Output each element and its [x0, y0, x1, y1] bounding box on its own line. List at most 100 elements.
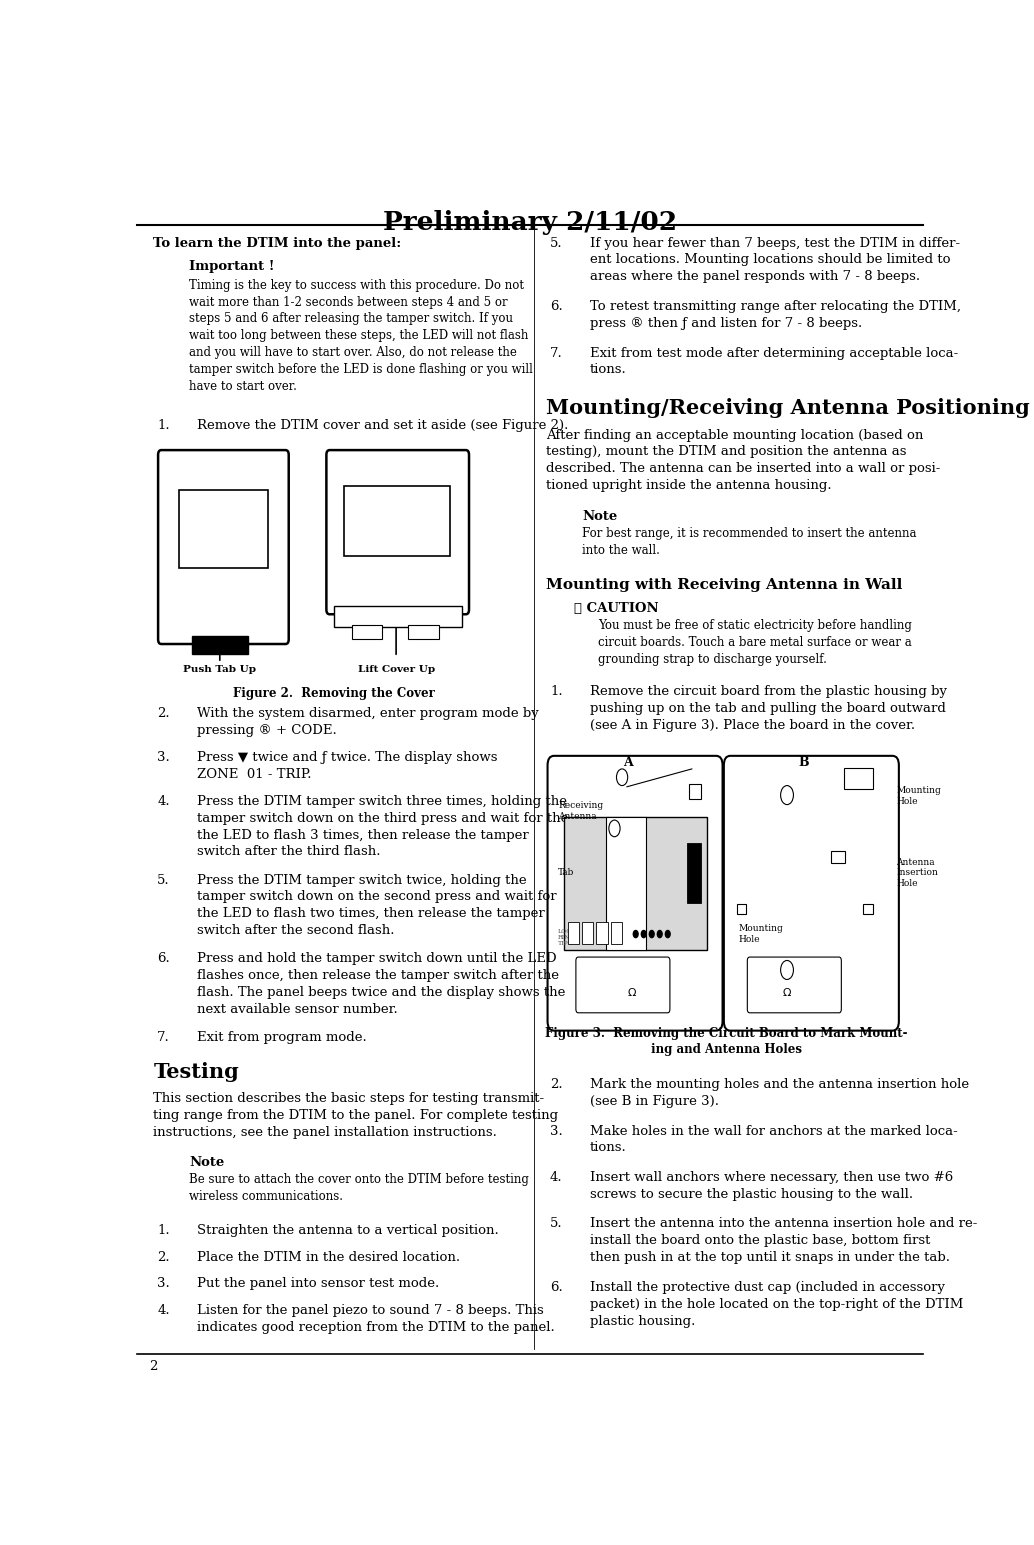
Text: 1.: 1. [157, 1224, 170, 1238]
Bar [689, 785, 701, 799]
Circle shape [633, 930, 638, 938]
Text: Lift Cover Up: Lift Cover Up [358, 666, 434, 675]
Circle shape [616, 769, 628, 785]
FancyBboxPatch shape [327, 450, 469, 615]
Bar [568, 922, 579, 944]
Text: Remove the DTIM cover and set it aside (see Figure 2).: Remove the DTIM cover and set it aside (… [197, 419, 569, 431]
Circle shape [641, 930, 646, 938]
Text: 6.: 6. [550, 1281, 562, 1295]
Text: Be sure to attach the cover onto the DTIM before testing
wireless communications: Be sure to attach the cover onto the DTI… [189, 1173, 529, 1202]
FancyBboxPatch shape [576, 956, 670, 1014]
Text: Ω: Ω [783, 987, 791, 998]
Text: Install the protective dust cap (included in accessory
packet) in the hole locat: Install the protective dust cap (include… [590, 1281, 964, 1327]
Text: Note: Note [582, 510, 617, 522]
Text: Place the DTIM in the desired location.: Place the DTIM in the desired location. [197, 1251, 460, 1264]
Text: Timing is the key to success with this procedure. Do not
wait more than 1-2 seco: Timing is the key to success with this p… [189, 278, 534, 392]
Text: 7.: 7. [550, 346, 562, 360]
Text: 5.: 5. [550, 1217, 562, 1230]
Text: Mounting with Receiving Antenna in Wall: Mounting with Receiving Antenna in Wall [546, 578, 903, 592]
Text: With the system disarmed, enter program mode by
pressing ® + CODE.: With the system disarmed, enter program … [197, 708, 539, 737]
Text: Figure 3.  Removing the Circuit Board to Mark Mount-
ing and Antenna Holes: Figure 3. Removing the Circuit Board to … [545, 1027, 908, 1057]
Circle shape [658, 930, 662, 938]
Text: LOCAL
RING
TIP: LOCAL RING TIP [558, 929, 581, 946]
Text: Press and hold the tamper switch down until the LED
flashes once, then release t: Press and hold the tamper switch down un… [197, 952, 566, 1015]
Bar [831, 851, 845, 862]
Bar [687, 844, 701, 902]
Text: To learn the DTIM into the panel:: To learn the DTIM into the panel: [153, 236, 401, 250]
Bar [582, 922, 594, 944]
Text: 1.: 1. [550, 684, 562, 698]
FancyBboxPatch shape [548, 756, 723, 1031]
Bar [334, 606, 462, 627]
Text: 6.: 6. [157, 952, 170, 966]
Text: Exit from program mode.: Exit from program mode. [197, 1031, 367, 1043]
Text: If you hear fewer than 7 beeps, test the DTIM in differ-
ent locations. Mounting: If you hear fewer than 7 beeps, test the… [590, 236, 961, 283]
Text: You must be free of static electricity before handling
circuit boards. Touch a b: You must be free of static electricity b… [598, 620, 912, 666]
FancyBboxPatch shape [724, 756, 899, 1031]
FancyBboxPatch shape [158, 450, 288, 644]
Text: Antenna
Insertion
Hole: Antenna Insertion Hole [896, 857, 938, 888]
Text: This section describes the basic steps for testing transmit-
ting range from the: This section describes the basic steps f… [153, 1092, 558, 1139]
Text: Mounting
Hole: Mounting Hole [896, 786, 941, 806]
Text: Important !: Important ! [189, 261, 275, 273]
Text: B: B [798, 756, 810, 769]
FancyBboxPatch shape [748, 956, 842, 1014]
Text: Receiving
Antenna: Receiving Antenna [558, 802, 603, 822]
Text: Press the DTIM tamper switch twice, holding the
tamper switch down on the second: Press the DTIM tamper switch twice, hold… [197, 873, 557, 936]
Text: 2.: 2. [157, 1251, 170, 1264]
Text: Press the DTIM tamper switch three times, holding the
tamper switch down on the : Press the DTIM tamper switch three times… [197, 796, 569, 859]
Text: 7.: 7. [157, 1031, 170, 1043]
Text: 3.: 3. [157, 751, 170, 765]
Text: After finding an acceptable mounting location (based on
testing), mount the DTIM: After finding an acceptable mounting loc… [546, 428, 940, 493]
Circle shape [665, 930, 670, 938]
Text: 2.: 2. [550, 1078, 562, 1091]
Circle shape [609, 820, 620, 837]
Text: 3.: 3. [157, 1278, 170, 1290]
Circle shape [781, 961, 793, 980]
Text: Figure 2.  Removing the Cover: Figure 2. Removing the Cover [233, 688, 434, 700]
Bar [564, 816, 706, 950]
Text: Mounting
Hole: Mounting Hole [738, 924, 783, 944]
Text: 4.: 4. [157, 1304, 170, 1318]
Bar [408, 626, 438, 640]
Text: Exit from test mode after determining acceptable loca-
tions.: Exit from test mode after determining ac… [590, 346, 959, 377]
Text: 2.: 2. [157, 708, 170, 720]
Bar [597, 922, 608, 944]
Text: Push Tab Up: Push Tab Up [183, 666, 256, 675]
Text: 5.: 5. [550, 236, 562, 250]
Circle shape [649, 930, 655, 938]
Text: Insert the antenna into the antenna insertion hole and re-
install the board ont: Insert the antenna into the antenna inse… [590, 1217, 977, 1264]
Text: 5.: 5. [157, 873, 170, 887]
Text: Ω: Ω [628, 987, 636, 998]
Text: 6.: 6. [550, 300, 562, 314]
Text: 3.: 3. [550, 1125, 562, 1137]
Text: For best range, it is recommended to insert the antenna
into the wall.: For best range, it is recommended to ins… [582, 527, 916, 556]
Text: Insert wall anchors where necessary, then use two #6
screws to secure the plasti: Insert wall anchors where necessary, the… [590, 1171, 953, 1200]
Bar [611, 922, 622, 944]
Text: Make holes in the wall for anchors at the marked loca-
tions.: Make holes in the wall for anchors at th… [590, 1125, 957, 1154]
Text: Remove the circuit board from the plastic housing by
pushing up on the tab and p: Remove the circuit board from the plasti… [590, 684, 947, 732]
Bar [863, 904, 873, 913]
Circle shape [781, 785, 793, 805]
Text: Press ▼ twice and ƒ twice. The display shows
ZONE  01 - TRIP.: Press ▼ twice and ƒ twice. The display s… [197, 751, 497, 780]
Text: Preliminary 2/11/02: Preliminary 2/11/02 [383, 210, 677, 235]
Text: Straighten the antenna to a vertical position.: Straighten the antenna to a vertical pos… [197, 1224, 499, 1238]
Bar [179, 490, 268, 569]
Bar [607, 816, 646, 950]
Text: To retest transmitting range after relocating the DTIM,
press ® then ƒ and liste: To retest transmitting range after reloc… [590, 300, 961, 331]
Bar [352, 626, 383, 640]
Text: 4.: 4. [550, 1171, 562, 1183]
Bar [844, 768, 873, 789]
Bar [344, 487, 450, 556]
Text: ☔ CAUTION: ☔ CAUTION [574, 603, 659, 615]
Bar [191, 635, 248, 654]
Text: Mounting/Receiving Antenna Positioning: Mounting/Receiving Antenna Positioning [546, 397, 1030, 417]
Text: 1.: 1. [157, 419, 170, 431]
Bar [736, 904, 747, 913]
Text: 2: 2 [149, 1360, 157, 1372]
Text: A: A [622, 756, 633, 769]
Text: Tab: Tab [558, 868, 574, 878]
Text: Note: Note [189, 1156, 224, 1168]
Text: Put the panel into sensor test mode.: Put the panel into sensor test mode. [197, 1278, 439, 1290]
Text: 4.: 4. [157, 796, 170, 808]
